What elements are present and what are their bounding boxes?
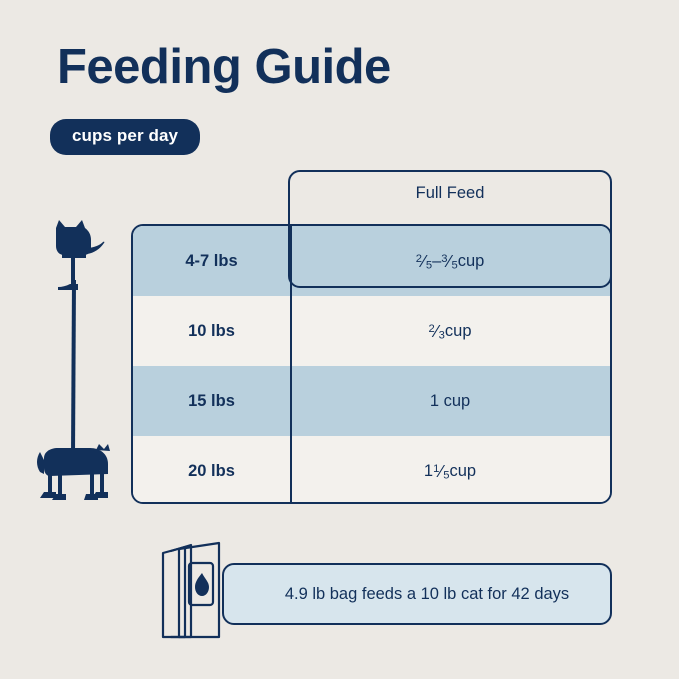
cell-weight: 20 lbs (188, 461, 235, 480)
amount-unit: cup (444, 321, 472, 340)
cell-weight: 4-7 lbs (185, 251, 238, 270)
amount-whole: 1 (423, 461, 434, 480)
food-bag-icon (161, 541, 221, 639)
feeding-table: 4-7 lbs 2⁄5 – 3⁄5 cup 10 lbs 2⁄3 cup 15 … (131, 224, 612, 504)
fraction-slash: ⁄ (439, 460, 443, 481)
fraction-denominator: 5 (425, 258, 433, 271)
fraction-numerator: 2 (428, 322, 435, 335)
cat-walking-icon (37, 444, 110, 500)
table-column-divider (290, 226, 292, 502)
cell-amount: 1 cup (429, 391, 471, 410)
fraction-numerator-2: 3 (441, 252, 448, 265)
fraction-separator: – (432, 251, 442, 270)
fraction-slash: ⁄ (422, 250, 426, 271)
amount-unit: cup (457, 251, 485, 270)
cell-amount: 2⁄5 – 3⁄5 cup (290, 226, 610, 296)
table-row: 15 lbs 1 cup (133, 366, 610, 436)
fraction-numerator: 1 (433, 462, 440, 475)
column-header-full-feed: Full Feed (415, 184, 485, 202)
flame-logo-icon (195, 573, 209, 596)
amount-unit: cup (449, 461, 477, 480)
fraction-denominator: 5 (443, 468, 450, 481)
cell-weight: 10 lbs (188, 321, 235, 340)
cell-weight: 15 lbs (188, 391, 235, 410)
bag-callout-text: 4.9 lb bag feeds a 10 lb cat for 42 days (284, 584, 570, 603)
table-row: 4-7 lbs 2⁄5 – 3⁄5 cup (133, 226, 610, 296)
fraction-numerator: 2 (415, 252, 422, 265)
cat-tail-icon (71, 280, 76, 460)
cell-amount: 1 1⁄5 cup (290, 436, 610, 502)
bag-callout: 4.9 lb bag feeds a 10 lb cat for 42 days (222, 563, 612, 625)
page-title: Feeding Guide (57, 40, 391, 94)
fraction-slash-2: ⁄ (448, 250, 451, 271)
cell-amount: 2⁄3 cup (290, 296, 610, 366)
fraction-denominator: 3 (438, 328, 445, 341)
table-row: 10 lbs 2⁄3 cup (133, 296, 610, 366)
cups-per-day-badge: cups per day (50, 119, 201, 155)
fraction-denominator-2: 5 (451, 258, 458, 271)
table-row: 20 lbs 1 1⁄5 cup (133, 436, 610, 502)
fraction-slash: ⁄ (435, 320, 439, 341)
